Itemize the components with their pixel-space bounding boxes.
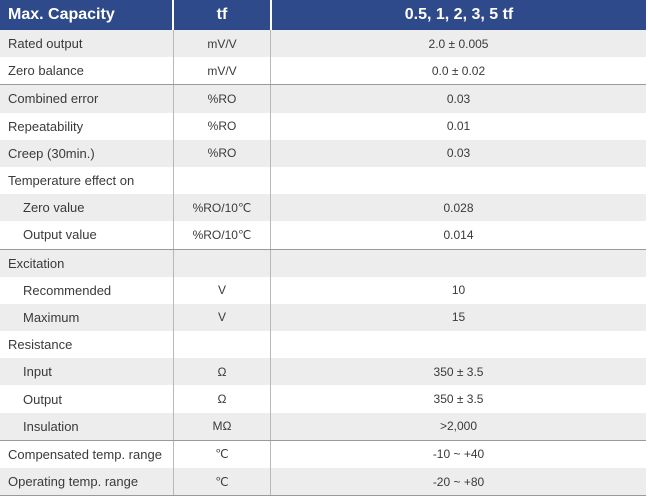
spec-value: 2.0 ± 0.005: [428, 36, 489, 51]
spec-unit: ℃: [174, 440, 271, 468]
spec-label: Output: [0, 385, 174, 413]
spec-value: 0.014: [443, 227, 474, 242]
spec-unit: mV/V: [174, 30, 271, 58]
table-row: Zero balance mV/V 0.0 ± 0.02: [0, 57, 646, 85]
row-group: Excitation Recommended V 10 Maximum V 15 Resist…: [0, 249, 646, 441]
spec-unit: %RO: [174, 112, 271, 140]
spec-value: -20 ~ +80: [432, 474, 485, 489]
spec-unit: %RO/10℃: [174, 194, 271, 222]
table-row: Temperature effect on: [0, 166, 646, 195]
spec-unit: MΩ: [174, 412, 271, 440]
table-row: Input Ω 350 ± 3.5: [0, 358, 646, 386]
spec-label: Temperature effect on: [0, 166, 174, 195]
table-row: Output value %RO/10℃ 0.014: [0, 221, 646, 249]
spec-value: 350 ± 3.5: [433, 392, 484, 407]
spec-value: 0.03: [446, 91, 471, 106]
table-row: Recommended V 10: [0, 276, 646, 304]
table-row: Creep (30min.) %RO 0.03: [0, 139, 646, 167]
table-row: Repeatability %RO 0.01: [0, 112, 646, 140]
spec-label: Operating temp. range: [0, 468, 174, 496]
spec-unit: ℃: [174, 468, 271, 496]
header-unit: tf: [174, 0, 272, 30]
spec-label: Repeatability: [0, 112, 174, 140]
spec-label: Zero balance: [0, 57, 174, 85]
table-row: Insulation MΩ >2,000: [0, 412, 646, 440]
spec-label: Compensated temp. range: [0, 440, 174, 468]
table-row: Rated output mV/V 2.0 ± 0.005: [0, 30, 646, 58]
spec-value: [271, 331, 646, 358]
spec-label: Maximum: [0, 303, 174, 332]
row-group: Compensated temp. range ℃ -10 ~ +40 Operati…: [0, 440, 646, 496]
table-row: Zero value %RO/10℃ 0.028: [0, 194, 646, 222]
table-header: Max. Capacity tf 0.5, 1, 2, 3, 5 tf: [0, 0, 646, 30]
table-row: Maximum V 15: [0, 303, 646, 332]
table-row: Output Ω 350 ± 3.5: [0, 385, 646, 413]
spec-unit: [174, 249, 271, 277]
spec-unit: Ω: [174, 385, 271, 413]
spec-unit: %RO/10℃: [174, 221, 271, 249]
spec-label: Zero value: [0, 194, 174, 222]
spec-value: 350 ± 3.5: [433, 364, 484, 379]
spec-label: Recommended: [0, 276, 174, 304]
spec-label: Rated output: [0, 30, 174, 58]
spec-label: Input: [0, 358, 174, 386]
spec-value: [271, 250, 646, 277]
row-group: Rated output mV/V 2.0 ± 0.005 Zero balance m…: [0, 30, 646, 86]
spec-label: Output value: [0, 221, 174, 249]
spec-value: -10 ~ +40: [432, 447, 485, 462]
table-row: Operating temp. range ℃ -20 ~ +80: [0, 468, 646, 496]
spec-unit: %RO: [174, 139, 271, 167]
spec-value: 0.028: [443, 200, 474, 215]
header-capacity-label: Max. Capacity: [0, 0, 174, 30]
spec-label: Combined error: [0, 85, 174, 113]
spec-value: 0.03: [446, 146, 471, 161]
spec-value: [271, 167, 646, 194]
table-body: Rated output mV/V 2.0 ± 0.005 Zero balance m…: [0, 30, 646, 496]
spec-unit: V: [174, 303, 271, 332]
spec-value: >2,000: [439, 419, 478, 434]
spec-label: Insulation: [0, 412, 174, 440]
spec-label: Resistance: [0, 331, 174, 359]
table-row: Combined error %RO 0.03: [0, 85, 646, 113]
spec-value: 15: [451, 310, 466, 325]
spec-unit: V: [174, 276, 271, 304]
spec-unit: mV/V: [174, 57, 271, 85]
table-row: Compensated temp. range ℃ -10 ~ +40: [0, 440, 646, 468]
spec-value: 10: [451, 283, 466, 298]
spec-unit: [174, 331, 271, 359]
spec-value: 0.01: [446, 119, 471, 134]
spec-unit: Ω: [174, 358, 271, 386]
spec-value: 0.0 ± 0.02: [431, 63, 486, 78]
spec-label: Creep (30min.): [0, 139, 174, 167]
header-capacity-values: 0.5, 1, 2, 3, 5 tf: [404, 6, 514, 23]
spec-label: Excitation: [0, 249, 174, 277]
spec-unit: %RO: [174, 85, 271, 113]
table-row: Excitation: [0, 249, 646, 277]
row-group: Combined error %RO 0.03 Repeatability %RO 0.0…: [0, 85, 646, 250]
spec-unit: [174, 166, 271, 195]
table-row: Resistance: [0, 331, 646, 359]
